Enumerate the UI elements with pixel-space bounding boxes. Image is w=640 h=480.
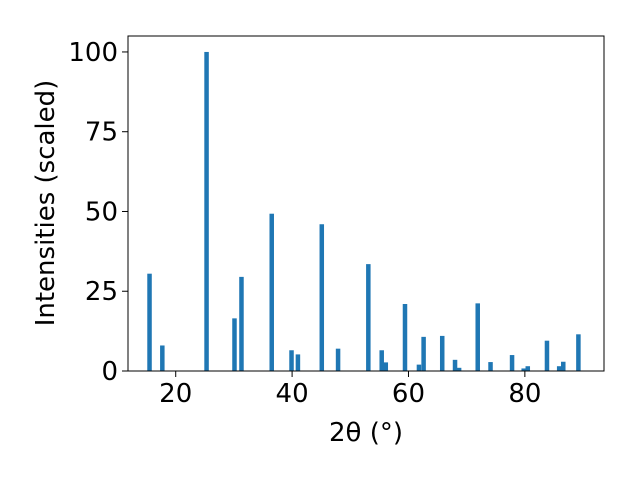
bar-13 [402,304,408,371]
bar-10 [366,264,371,371]
y-tick-label-75: 75 [85,118,118,148]
bar-0 [147,273,152,371]
bar-24 [544,340,550,371]
bar-4 [239,276,244,371]
x-tick-label-20: 20 [159,379,192,409]
x-tick-label-60: 60 [392,379,425,409]
bar-12 [383,362,389,371]
bar-25 [556,366,562,371]
bar-19 [475,303,480,371]
bar-6 [289,350,294,371]
bar-21 [509,355,515,371]
y-tick-label-100: 100 [68,38,118,68]
ticks-group [122,51,526,377]
y-tick-label-0: 0 [101,357,118,387]
bar-5 [269,213,274,371]
bar-7 [295,354,301,371]
bar-26 [561,361,566,371]
bar-9 [335,348,341,371]
bar-2 [204,51,209,371]
y-tick-label-25: 25 [85,277,118,307]
bars-group [147,51,581,371]
bar-8 [319,224,325,371]
bar-27 [576,334,581,371]
tick-labels-group: 20 40 60 80 0 25 50 75 100 [68,38,541,409]
bar-23 [525,366,531,371]
y-axis-label: Intensities (scaled) [31,80,61,327]
bar-3 [232,318,237,371]
bar-15 [421,336,426,371]
x-tick-label-40: 40 [276,379,309,409]
bar-22 [521,368,526,371]
bar-11 [379,350,384,371]
y-tick-label-50: 50 [85,197,118,227]
bar-1 [160,345,165,371]
bar-17 [452,359,458,371]
x-axis-label: 2θ (°) [329,418,403,448]
plot-frame [127,35,605,372]
bar-18 [456,367,462,371]
bar-16 [439,335,445,371]
x-tick-label-80: 80 [508,379,541,409]
bar-14 [416,364,422,371]
bar-20 [488,362,493,371]
